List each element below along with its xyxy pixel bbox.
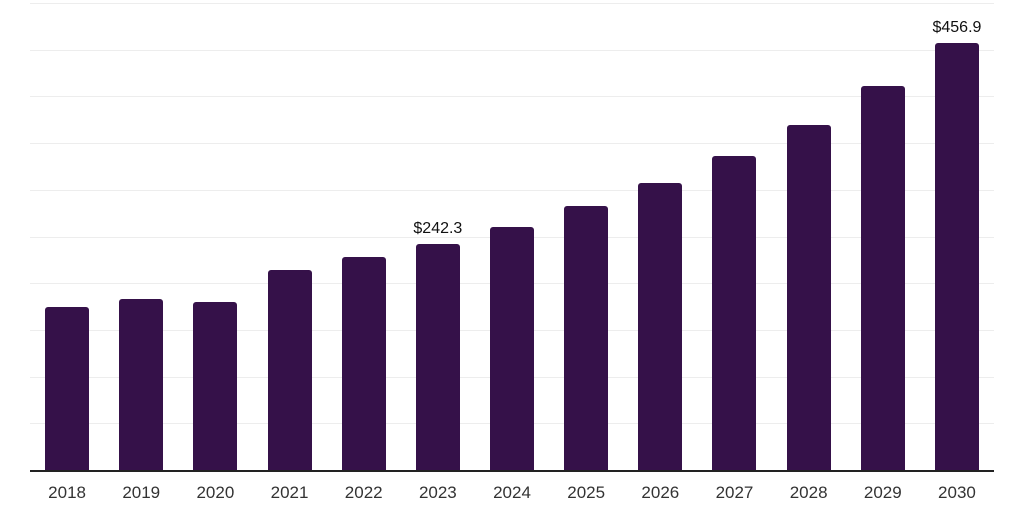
x-tick-label-2024: 2024 [493, 483, 531, 502]
bars-container: $242.3 $456.9 [30, 3, 994, 470]
bar-slot-2023: $242.3 [401, 3, 475, 470]
bar-2029[interactable] [860, 86, 905, 470]
x-axis-line [30, 470, 994, 472]
bar-slot-2026 [623, 3, 697, 470]
bar-slot-2021 [252, 3, 326, 470]
x-tick-label-2025: 2025 [567, 483, 606, 502]
x-tick-label-2021: 2021 [270, 483, 309, 502]
bar-2018[interactable] [45, 307, 90, 470]
x-tick-label-2020: 2020 [196, 483, 235, 502]
bar-slot-2027 [697, 3, 771, 470]
gridline [30, 49, 994, 51]
bar-slot-2028 [772, 3, 846, 470]
bar-slot-2018 [30, 3, 104, 470]
value-label-2023: $242.3 [413, 219, 463, 237]
bar-2028[interactable] [786, 124, 831, 470]
x-tick-label-2027: 2027 [715, 483, 754, 502]
x-tick-label-2022: 2022 [344, 483, 383, 502]
bar-2025[interactable] [564, 206, 609, 470]
x-axis-labels: 2018 2019 2020 2021 2022 2023 2024 2025 2026 2027… [30, 484, 994, 501]
bar-slot-2030: $456.9 [920, 3, 994, 470]
bar-2026[interactable] [638, 182, 683, 470]
bar-2022[interactable] [341, 257, 386, 470]
x-tick-label-2029: 2029 [863, 483, 902, 502]
x-tick-label-2030: 2030 [938, 483, 976, 502]
gridline [30, 96, 994, 98]
bar-slot-2022 [327, 3, 401, 470]
bar-slot-2029 [846, 3, 920, 470]
x-tick-label-2019: 2019 [122, 483, 161, 502]
bar-2023[interactable] [415, 243, 460, 470]
bar-2027[interactable] [712, 155, 757, 470]
bar-slot-2019 [104, 3, 178, 470]
gridline [30, 189, 994, 191]
gridline [30, 143, 994, 145]
value-label-2030: $456.9 [932, 19, 982, 37]
x-tick-label-2023: 2023 [418, 483, 457, 502]
plot-area: $242.3 $456.9 [30, 3, 994, 470]
x-tick-label-2026: 2026 [641, 483, 680, 502]
bar-slot-2020 [178, 3, 252, 470]
bar-2019[interactable] [119, 298, 164, 470]
bar-2024[interactable] [490, 226, 535, 470]
bar-2030[interactable] [934, 43, 979, 470]
x-tick-label-2018: 2018 [48, 483, 86, 502]
bar-2021[interactable] [267, 269, 312, 470]
x-tick-label-2028: 2028 [789, 483, 828, 502]
gridline [30, 3, 994, 4]
bar-2020[interactable] [193, 301, 238, 470]
bar-slot-2025 [549, 3, 623, 470]
bar-slot-2024 [475, 3, 549, 470]
